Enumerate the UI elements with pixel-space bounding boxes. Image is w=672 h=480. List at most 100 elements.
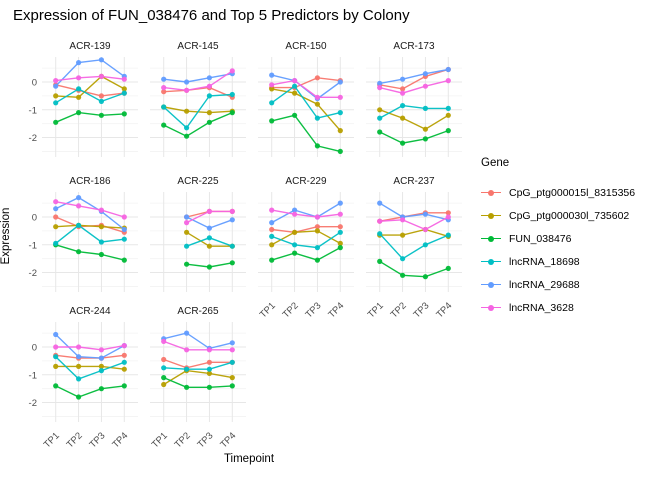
data-point (98, 355, 104, 361)
data-point (314, 228, 320, 234)
data-point (314, 94, 320, 100)
legend-entry-label: CpG_ptg000030l_735602 (509, 209, 630, 222)
data-point (292, 229, 298, 235)
data-point (400, 217, 406, 223)
data-point (377, 107, 383, 113)
facet-title: ACR-225 (177, 176, 219, 187)
data-point (206, 243, 212, 249)
series-line (55, 111, 125, 123)
data-point (400, 115, 406, 121)
data-point (98, 57, 104, 63)
data-point (53, 100, 59, 106)
data-point (121, 236, 127, 242)
data-point (400, 103, 406, 109)
data-point (400, 272, 406, 278)
data-point (337, 148, 343, 154)
data-point (121, 359, 127, 365)
data-point (53, 240, 59, 246)
x-tick-label: TP4 (218, 430, 238, 450)
data-point (206, 119, 212, 125)
data-point (229, 91, 235, 98)
data-point (53, 78, 59, 84)
data-point (377, 258, 383, 264)
series-line (271, 85, 341, 119)
data-point (206, 93, 212, 99)
facet-ACR-186: ACR-186 (42, 176, 138, 292)
series-line (55, 84, 125, 97)
data-point (206, 225, 212, 231)
data-point (53, 344, 59, 350)
data-point (53, 214, 59, 220)
data-point (53, 83, 59, 89)
data-point (292, 112, 298, 118)
facet-ACR-150: ACR-150 (258, 41, 354, 157)
facet-title: ACR-186 (69, 176, 111, 187)
data-point (422, 105, 428, 111)
x-tick-label: TP1 (42, 430, 62, 450)
data-point (53, 199, 59, 205)
facet-title: ACR-229 (285, 176, 327, 187)
series-line (163, 358, 233, 369)
data-point (98, 386, 104, 392)
series-line (271, 231, 341, 249)
data-point (337, 211, 343, 217)
data-point (269, 257, 275, 263)
series-line (163, 376, 233, 388)
data-point (292, 78, 298, 84)
series-line (55, 365, 125, 370)
data-point (206, 370, 212, 376)
data-point (229, 217, 235, 223)
data-point (206, 384, 212, 390)
data-point (76, 249, 82, 255)
data-point (76, 86, 82, 92)
legend-key-dot (488, 212, 494, 219)
data-point (337, 229, 343, 235)
data-point (269, 72, 275, 78)
data-point (229, 347, 235, 353)
data-point (53, 93, 59, 99)
data-point (121, 352, 127, 358)
facet-ACR-145: ACR-145 (150, 41, 246, 157)
series-line (379, 202, 449, 221)
data-point (121, 383, 127, 389)
data-point (314, 245, 320, 251)
data-point (184, 87, 190, 93)
data-point (121, 90, 127, 96)
series-line (379, 79, 449, 94)
series-line (55, 385, 125, 398)
legend-key-dot (488, 281, 494, 288)
data-point (206, 83, 212, 89)
y-tick-label: -2 (29, 133, 37, 144)
series-line (271, 88, 341, 132)
series-line (163, 340, 233, 351)
series-line (55, 224, 125, 229)
data-point (76, 354, 82, 360)
data-point (445, 112, 451, 118)
x-tick-label: TP4 (110, 430, 130, 450)
data-point (269, 233, 275, 239)
data-point (337, 224, 343, 230)
facet-ACR-173: ACR-173 (366, 41, 462, 157)
y-tick-label: 0 (32, 213, 37, 224)
data-point (53, 383, 59, 389)
x-tick-label: TP3 (87, 430, 107, 450)
data-point (206, 264, 212, 270)
series-line (271, 114, 341, 153)
series-line (163, 111, 233, 137)
data-point (206, 359, 212, 365)
data-point (229, 340, 235, 346)
data-point (53, 206, 59, 212)
series-line (271, 202, 341, 224)
data-point (76, 110, 82, 116)
data-point (400, 140, 406, 146)
data-point (98, 368, 104, 374)
x-tick-label: TP1 (258, 300, 278, 320)
data-point (76, 195, 82, 201)
legend-entry-label: FUN_038476 (509, 232, 572, 245)
data-point (206, 366, 212, 372)
x-tick-label: TP4 (434, 300, 454, 320)
data-point (53, 224, 59, 230)
series-line (379, 233, 449, 260)
series-line (55, 216, 125, 233)
x-tick-label: TP1 (366, 300, 386, 320)
